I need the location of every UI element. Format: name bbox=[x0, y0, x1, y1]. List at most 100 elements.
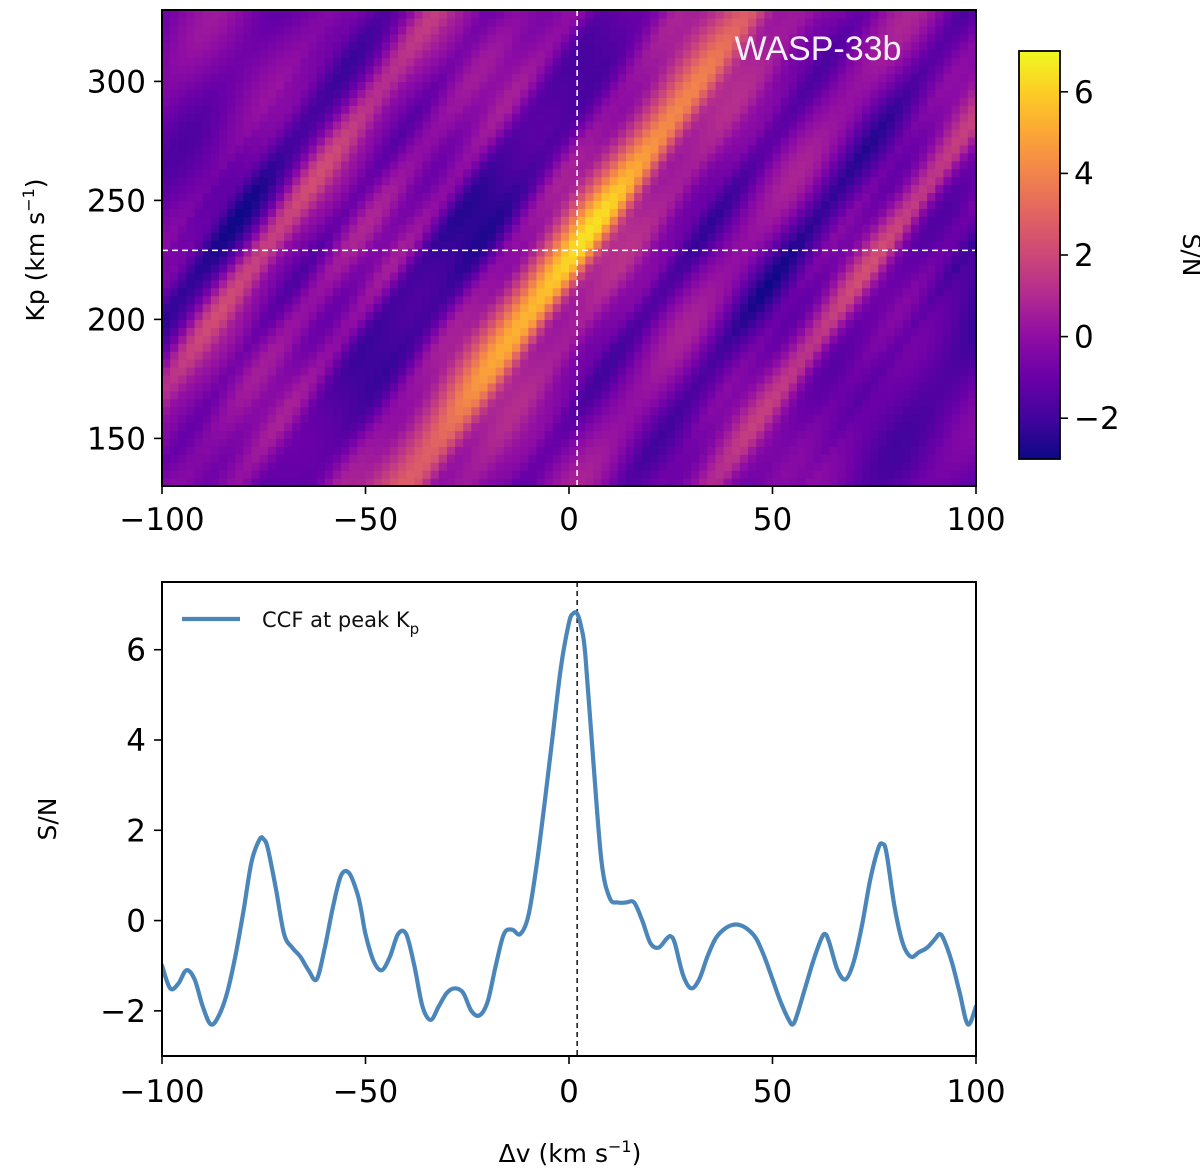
heatmap-cell bbox=[251, 271, 261, 281]
heatmap-cell bbox=[959, 398, 969, 408]
heatmap-cell bbox=[162, 279, 171, 289]
heatmap-cell bbox=[186, 414, 196, 424]
heatmap-cell bbox=[853, 367, 863, 376]
heatmap-cell bbox=[528, 406, 538, 416]
heatmap-cell bbox=[870, 192, 879, 201]
heatmap-cell bbox=[316, 176, 326, 186]
heatmap-cell bbox=[674, 295, 684, 305]
heatmap-cell bbox=[674, 430, 684, 439]
heatmap-cell bbox=[845, 343, 855, 352]
heatmap-cell bbox=[796, 271, 806, 281]
heatmap-cell bbox=[528, 263, 538, 273]
heatmap-cell bbox=[650, 263, 660, 273]
heatmap-cell bbox=[699, 248, 708, 257]
heatmap-cell bbox=[593, 263, 603, 273]
heatmap-cell bbox=[715, 176, 725, 186]
heatmap-cell bbox=[251, 168, 261, 178]
heatmap-cell bbox=[805, 470, 814, 479]
heatmap-cell bbox=[927, 478, 936, 486]
heatmap-cell bbox=[218, 398, 228, 408]
heatmap-cell bbox=[870, 390, 879, 400]
heatmap-cell bbox=[943, 200, 953, 209]
heatmap-cell bbox=[642, 279, 651, 289]
heatmap-cell bbox=[300, 351, 310, 360]
heatmap-cell bbox=[357, 200, 367, 209]
heatmap-cell bbox=[284, 367, 293, 376]
heatmap-cell bbox=[902, 240, 912, 249]
heatmap-cell bbox=[218, 311, 228, 320]
heatmap-cell bbox=[569, 446, 578, 455]
heatmap-cell bbox=[715, 359, 725, 368]
heatmap-cell bbox=[178, 176, 188, 186]
heatmap-cell bbox=[577, 470, 586, 479]
heatmap-cell bbox=[731, 446, 741, 455]
heatmap-cell bbox=[674, 327, 684, 336]
heatmap-cell bbox=[186, 232, 196, 241]
heatmap-cell bbox=[389, 263, 399, 273]
heatmap-cell bbox=[463, 105, 472, 114]
heatmap-cell bbox=[162, 208, 171, 217]
heatmap-cell bbox=[275, 335, 285, 344]
heatmap-cell bbox=[772, 414, 782, 424]
heatmap-cell bbox=[422, 287, 432, 297]
heatmap-cell bbox=[292, 160, 301, 170]
heatmap-cell bbox=[853, 263, 863, 273]
heatmap-cell bbox=[162, 176, 171, 186]
heatmap-cell bbox=[365, 414, 375, 424]
heatmap-cell bbox=[324, 398, 334, 408]
heatmap-cell bbox=[894, 478, 904, 486]
heatmap-cell bbox=[943, 390, 953, 400]
heatmap-cell bbox=[715, 208, 725, 217]
heatmap-cell bbox=[902, 248, 912, 257]
heatmap-cell bbox=[625, 438, 635, 447]
heatmap-cell bbox=[235, 351, 244, 360]
heatmap-cell bbox=[316, 343, 326, 352]
heatmap-cell bbox=[560, 295, 570, 305]
heatmap-cell bbox=[910, 105, 920, 114]
heatmap-cell bbox=[406, 184, 415, 194]
heatmap-cell bbox=[406, 446, 415, 455]
heatmap-cell bbox=[528, 438, 538, 447]
heatmap-cell bbox=[544, 232, 554, 241]
heatmap-cell bbox=[365, 200, 375, 209]
heatmap-cell bbox=[243, 263, 253, 273]
heatmap-cell bbox=[625, 335, 635, 344]
heatmap-cell bbox=[943, 311, 953, 320]
heatmap-cell bbox=[902, 129, 912, 138]
heatmap-cell bbox=[951, 232, 961, 241]
heatmap-cell bbox=[748, 390, 757, 400]
heatmap-cell bbox=[373, 200, 383, 209]
heatmap-cell bbox=[446, 113, 456, 122]
heatmap-cell bbox=[300, 224, 310, 233]
heatmap-cell bbox=[398, 359, 407, 368]
heatmap-cell bbox=[398, 406, 407, 416]
heatmap-cell bbox=[495, 240, 505, 249]
heatmap-cell bbox=[691, 263, 700, 273]
heatmap-cell bbox=[275, 303, 285, 313]
heatmap-cell bbox=[617, 208, 627, 217]
heatmap-cell bbox=[357, 303, 367, 313]
heatmap-cell bbox=[341, 343, 350, 352]
heatmap-cell bbox=[398, 97, 407, 106]
heatmap-cell bbox=[365, 382, 375, 392]
heatmap-cell bbox=[593, 327, 603, 336]
heatmap-cell bbox=[805, 121, 814, 130]
heatmap-cell bbox=[275, 105, 285, 114]
heatmap-cell bbox=[764, 478, 774, 486]
heatmap-cell bbox=[316, 89, 326, 98]
heatmap-cell bbox=[357, 414, 367, 424]
heatmap-cell bbox=[723, 200, 733, 209]
heatmap-cell bbox=[650, 248, 660, 257]
heatmap-cell bbox=[878, 144, 888, 154]
heatmap-cell bbox=[235, 113, 244, 122]
heatmap-cell bbox=[577, 295, 586, 305]
heatmap-cell bbox=[194, 248, 204, 257]
heatmap-cell bbox=[438, 176, 448, 186]
heatmap-cell bbox=[813, 374, 822, 384]
heatmap-cell bbox=[650, 121, 660, 130]
heatmap-cell bbox=[691, 438, 700, 447]
heatmap-cell bbox=[389, 248, 399, 257]
heatmap-cell bbox=[967, 367, 976, 376]
heatmap-cell bbox=[910, 414, 920, 424]
heatmap-cell bbox=[186, 422, 196, 432]
